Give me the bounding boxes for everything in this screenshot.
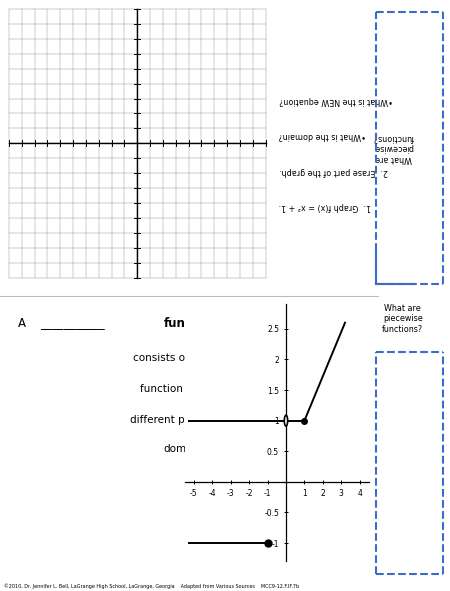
Text: 2.  Erase part of the graph.: 2. Erase part of the graph.: [279, 167, 388, 176]
Text: function: function: [164, 317, 219, 330]
Text: •What is the domain?: •What is the domain?: [279, 131, 366, 141]
Text: What are
piecewise
functions?: What are piecewise functions?: [382, 304, 423, 334]
Text: What are
piecewise
functions?: What are piecewise functions?: [373, 133, 414, 163]
Text: A: A: [18, 317, 26, 330]
Text: domain.: domain.: [163, 444, 206, 454]
Circle shape: [284, 415, 288, 426]
Text: function rules for: function rules for: [140, 384, 230, 394]
Text: •What is the NEW equation?: •What is the NEW equation?: [279, 96, 393, 105]
Text: ©2010, Dr. Jennifer L. Bell, LaGrange High School, LaGrange, Georgia    Adapted : ©2010, Dr. Jennifer L. Bell, LaGrange Hi…: [4, 583, 300, 589]
Text: ___________: ___________: [40, 317, 105, 330]
Text: different parts of the: different parts of the: [130, 415, 239, 426]
Text: consists of different: consists of different: [133, 353, 236, 363]
Text: 1.  Graph f(x) = x² + 1.: 1. Graph f(x) = x² + 1.: [279, 202, 371, 212]
